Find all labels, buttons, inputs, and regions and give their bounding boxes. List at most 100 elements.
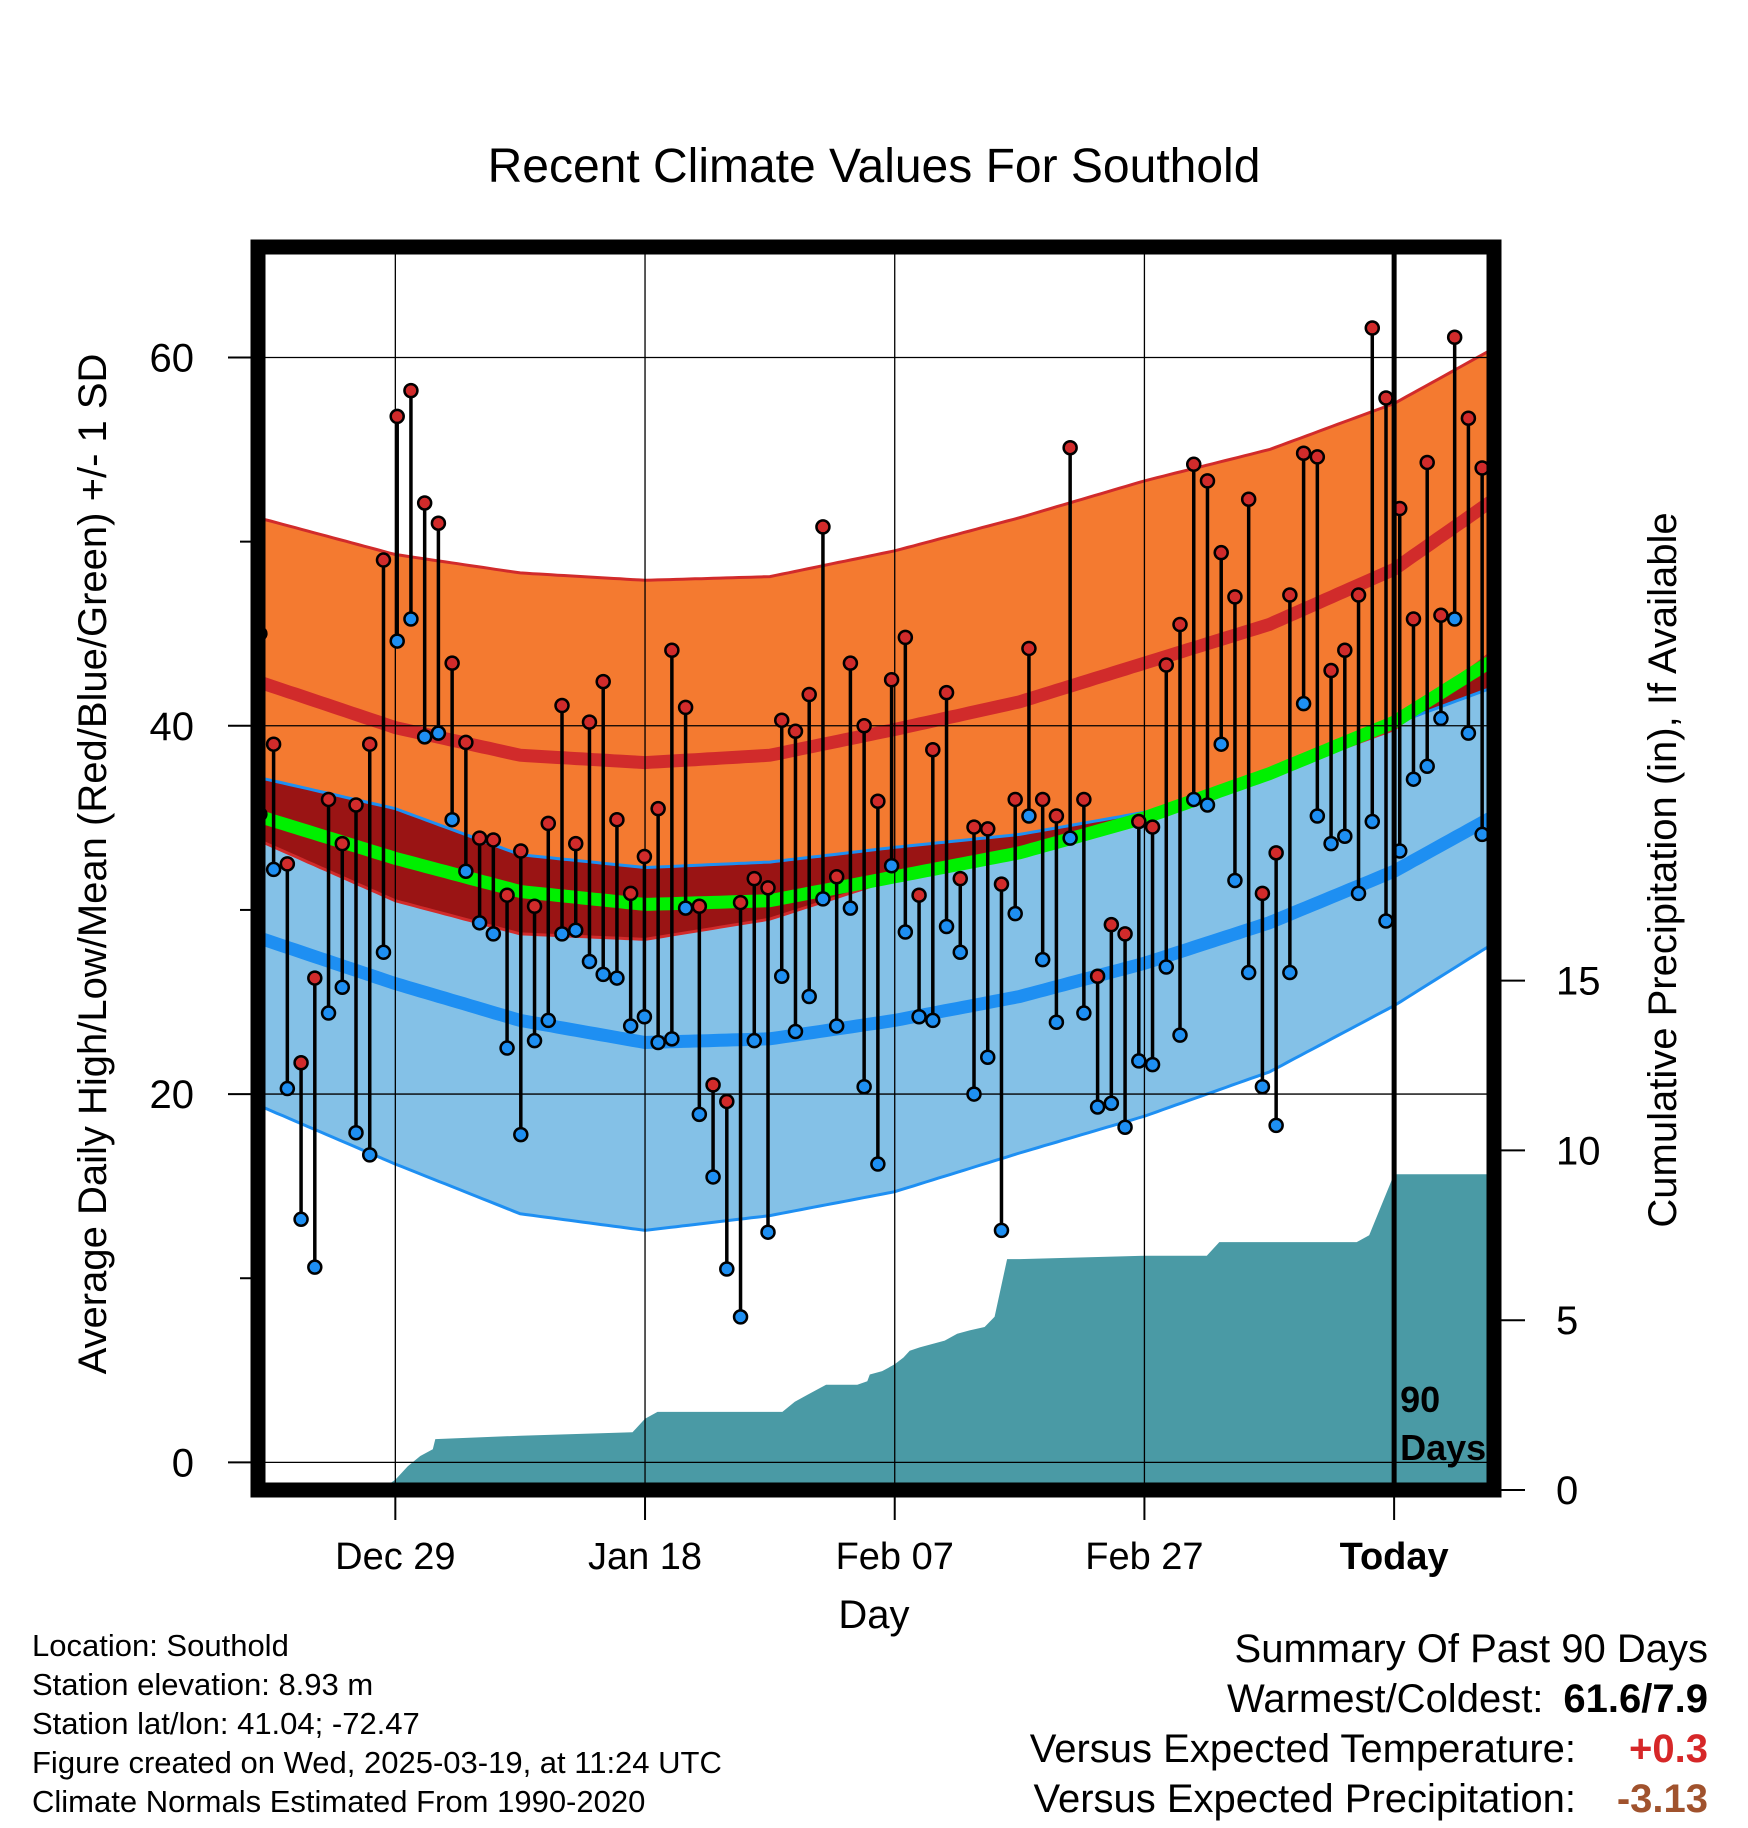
daily-low-point	[883, 857, 900, 874]
daily-high-point	[1076, 791, 1092, 808]
daily-high-point	[897, 629, 914, 646]
y-axis-right: 0 5 10 15	[1501, 960, 1601, 1513]
daily-high-point	[1405, 611, 1422, 627]
daily-low-point	[746, 1032, 763, 1049]
daily-low-point	[1172, 1027, 1188, 1043]
low-lower-sd-line	[257, 941, 1495, 1232]
daily-high-point	[609, 811, 625, 828]
daily-low-point	[1034, 951, 1051, 968]
daily-high-point	[650, 800, 666, 817]
daily-high-point	[1021, 640, 1037, 657]
daily-high-point	[842, 655, 859, 671]
daily-low-point	[911, 1008, 927, 1025]
elevation-text: Station elevation: 8.93 m	[32, 1667, 374, 1702]
y-tick-label: 0	[172, 1441, 194, 1485]
daily-high-point	[375, 552, 392, 568]
daily-low-point	[1076, 1005, 1092, 1021]
warmest-coldest-row: Warmest/Coldest: 61.6/7.9	[1030, 1674, 1708, 1724]
x-tick-label: Dec 29	[335, 1536, 455, 1578]
normal-bands	[255, 346, 1498, 1232]
daily-high-point	[1240, 491, 1257, 508]
daily-low-point	[1213, 736, 1229, 752]
daily-high-point	[1282, 587, 1298, 603]
y2-tick-label: 15	[1556, 960, 1601, 1004]
daily-high-point	[1199, 473, 1216, 489]
daily-low-point	[513, 1126, 529, 1143]
daily-high-point	[1034, 791, 1051, 808]
daily-low-point	[979, 1049, 996, 1066]
y-tick-label: 60	[150, 336, 195, 380]
daily-low-point	[1323, 835, 1339, 852]
daily-low-point	[279, 1080, 296, 1097]
daily-high-point	[979, 821, 996, 837]
daily-high-point	[911, 887, 927, 903]
chart-title: Recent Climate Values For Southold	[488, 140, 1261, 193]
temp-anomaly-value: +0.3	[1629, 1727, 1708, 1771]
daily-low-point	[622, 1018, 639, 1034]
today-label-count: 90	[1400, 1379, 1440, 1420]
daily-low-point	[1199, 797, 1216, 813]
daily-low-point	[966, 1086, 982, 1102]
daily-high-point	[787, 723, 804, 740]
y-axis-title: Average Daily High/Low/Mean (Red/Blue/Gr…	[71, 354, 115, 1375]
daily-high-point	[732, 894, 749, 911]
precipitation-area	[245, 1174, 1494, 1490]
daily-high-point	[1433, 607, 1449, 624]
summary-title: Summary Of Past 90 Days	[1234, 1627, 1708, 1671]
daily-high-point	[265, 736, 282, 752]
daily-high-point	[567, 835, 584, 852]
daily-high-point	[1268, 845, 1284, 861]
daily-low-point	[526, 1032, 543, 1049]
daily-high-point	[430, 515, 447, 531]
daily-low-point	[938, 918, 955, 935]
temp-anomaly-row: Versus Expected Temperature: +0.3	[1030, 1724, 1708, 1774]
daily-low-point	[650, 1034, 666, 1051]
station-info: Location: Southold Station elevation: 8.…	[32, 1626, 722, 1821]
daily-low-point	[1364, 813, 1381, 830]
daily-low-point	[1378, 913, 1394, 929]
y2-tick-label: 0	[1556, 1469, 1578, 1513]
daily-low-point	[787, 1023, 804, 1040]
plot-area: 90 Days	[245, 239, 1502, 1498]
daily-low-point	[1144, 1056, 1161, 1073]
x-tick-label: Jan 18	[588, 1536, 702, 1578]
high-normal-band	[258, 348, 1494, 940]
daily-high-point	[471, 830, 488, 846]
daily-high-point	[1350, 587, 1367, 603]
high-low-overlap-band	[258, 650, 1494, 940]
daily-high-point	[760, 880, 776, 896]
x-tick-label: Feb 27	[1085, 1536, 1203, 1578]
daily-low-point	[595, 966, 611, 983]
daily-low-point	[1227, 872, 1243, 889]
daily-high-point	[677, 699, 694, 716]
daily-high-point	[485, 832, 502, 848]
daily-high-point	[320, 791, 337, 808]
daily-high-point	[1131, 813, 1147, 830]
today-label-unit: Days	[1400, 1427, 1486, 1468]
daily-high-point	[1117, 926, 1133, 942]
plot-frame	[250, 239, 1502, 1498]
daily-low-point	[801, 988, 817, 1005]
daily-high-point	[1062, 439, 1078, 456]
y2-tick-label: 5	[1556, 1299, 1578, 1343]
daily-high-point	[581, 714, 598, 730]
daily-low-point	[1089, 1099, 1106, 1115]
daily-low-point	[870, 1156, 886, 1172]
daily-high-point	[952, 870, 969, 887]
daily-low-point	[1240, 964, 1257, 981]
daily-low-point	[719, 1261, 735, 1277]
daily-high-point	[595, 673, 611, 690]
daily-high-point	[883, 671, 900, 688]
daily-high-point	[361, 736, 378, 752]
daily-low-point	[265, 861, 282, 878]
daily-high-point	[622, 885, 639, 902]
daily-low-point	[760, 1224, 776, 1240]
daily-low-point	[334, 979, 351, 996]
daily-high-point	[1446, 329, 1463, 345]
daily-high-point	[1172, 616, 1188, 633]
daily-high-point	[1323, 662, 1339, 679]
daily-high-point	[705, 1077, 721, 1093]
daily-low-point	[1446, 611, 1463, 627]
daily-high-point	[499, 887, 515, 903]
y-tick-label: 40	[150, 705, 195, 749]
